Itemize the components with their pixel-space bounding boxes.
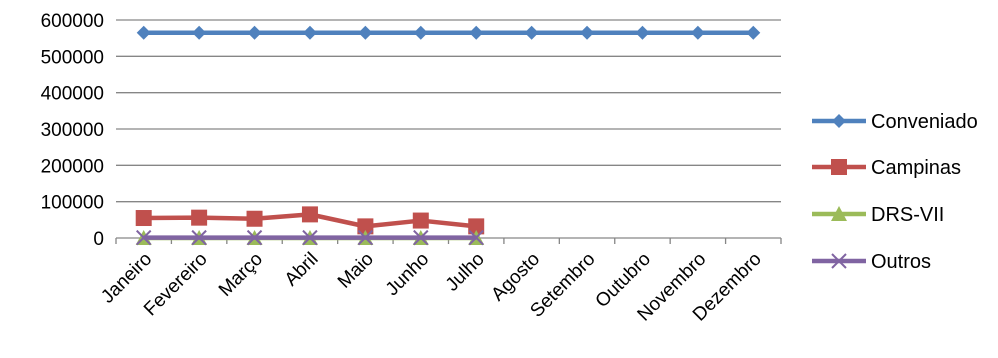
series-group (135, 25, 761, 246)
data-point (635, 25, 650, 40)
data-point (468, 229, 484, 246)
data-point (302, 25, 317, 40)
data-point (246, 229, 263, 246)
data-point (192, 25, 207, 40)
data-point (357, 229, 374, 246)
x-tick-label: Abril (281, 249, 323, 291)
legend-label: Campinas (871, 157, 961, 179)
legend-marker (831, 159, 847, 175)
legend-item: Outros (812, 251, 931, 273)
y-tick-label: 0 (93, 229, 104, 250)
data-point (358, 25, 373, 40)
legend-marker (832, 114, 846, 128)
legend-item: DRS-VII (812, 204, 944, 226)
y-axis-tick-labels: 0 100000 200000 300000 400000 500000 600000 (41, 11, 104, 250)
legend-label: DRS-VII (871, 204, 944, 226)
y-tick-label: 400000 (41, 84, 104, 105)
series-conveniado (136, 25, 761, 40)
legend-marker (831, 206, 847, 221)
series-campinas (135, 206, 485, 235)
data-point (246, 210, 263, 227)
legend: Conveniado Campinas DRS-VII Outros (812, 111, 978, 273)
data-point (468, 218, 485, 235)
data-point (413, 229, 429, 246)
data-point (469, 25, 484, 40)
data-point (580, 25, 595, 40)
y-tick-label: 600000 (41, 11, 104, 32)
data-point (135, 210, 152, 227)
data-point (136, 25, 151, 40)
legend-item: Conveniado (812, 111, 978, 133)
series-outros (136, 229, 484, 246)
data-point (302, 229, 318, 246)
data-point (301, 206, 318, 223)
legend-marker (831, 253, 847, 269)
data-point (413, 25, 428, 40)
gridlines (115, 19, 782, 244)
x-tick-label: Março (215, 249, 267, 301)
y-tick-label: 200000 (41, 156, 104, 177)
y-tick-label: 300000 (41, 120, 104, 141)
data-point (136, 229, 152, 246)
data-point (690, 25, 705, 40)
data-point (357, 218, 374, 235)
y-tick-label: 100000 (41, 193, 104, 214)
data-point (524, 25, 539, 40)
data-point (191, 229, 207, 246)
x-tick-label: Junho (382, 249, 433, 300)
data-point (412, 212, 429, 229)
data-point (191, 209, 208, 226)
legend-label: Conveniado (871, 111, 978, 133)
data-point (247, 25, 262, 40)
y-tick-label: 500000 (41, 47, 104, 68)
data-point (746, 25, 761, 40)
legend-item: Campinas (812, 157, 961, 179)
x-tick-label: Julho (442, 249, 489, 296)
legend-label: Outros (871, 251, 931, 273)
x-tick-label: Maio (334, 249, 378, 293)
